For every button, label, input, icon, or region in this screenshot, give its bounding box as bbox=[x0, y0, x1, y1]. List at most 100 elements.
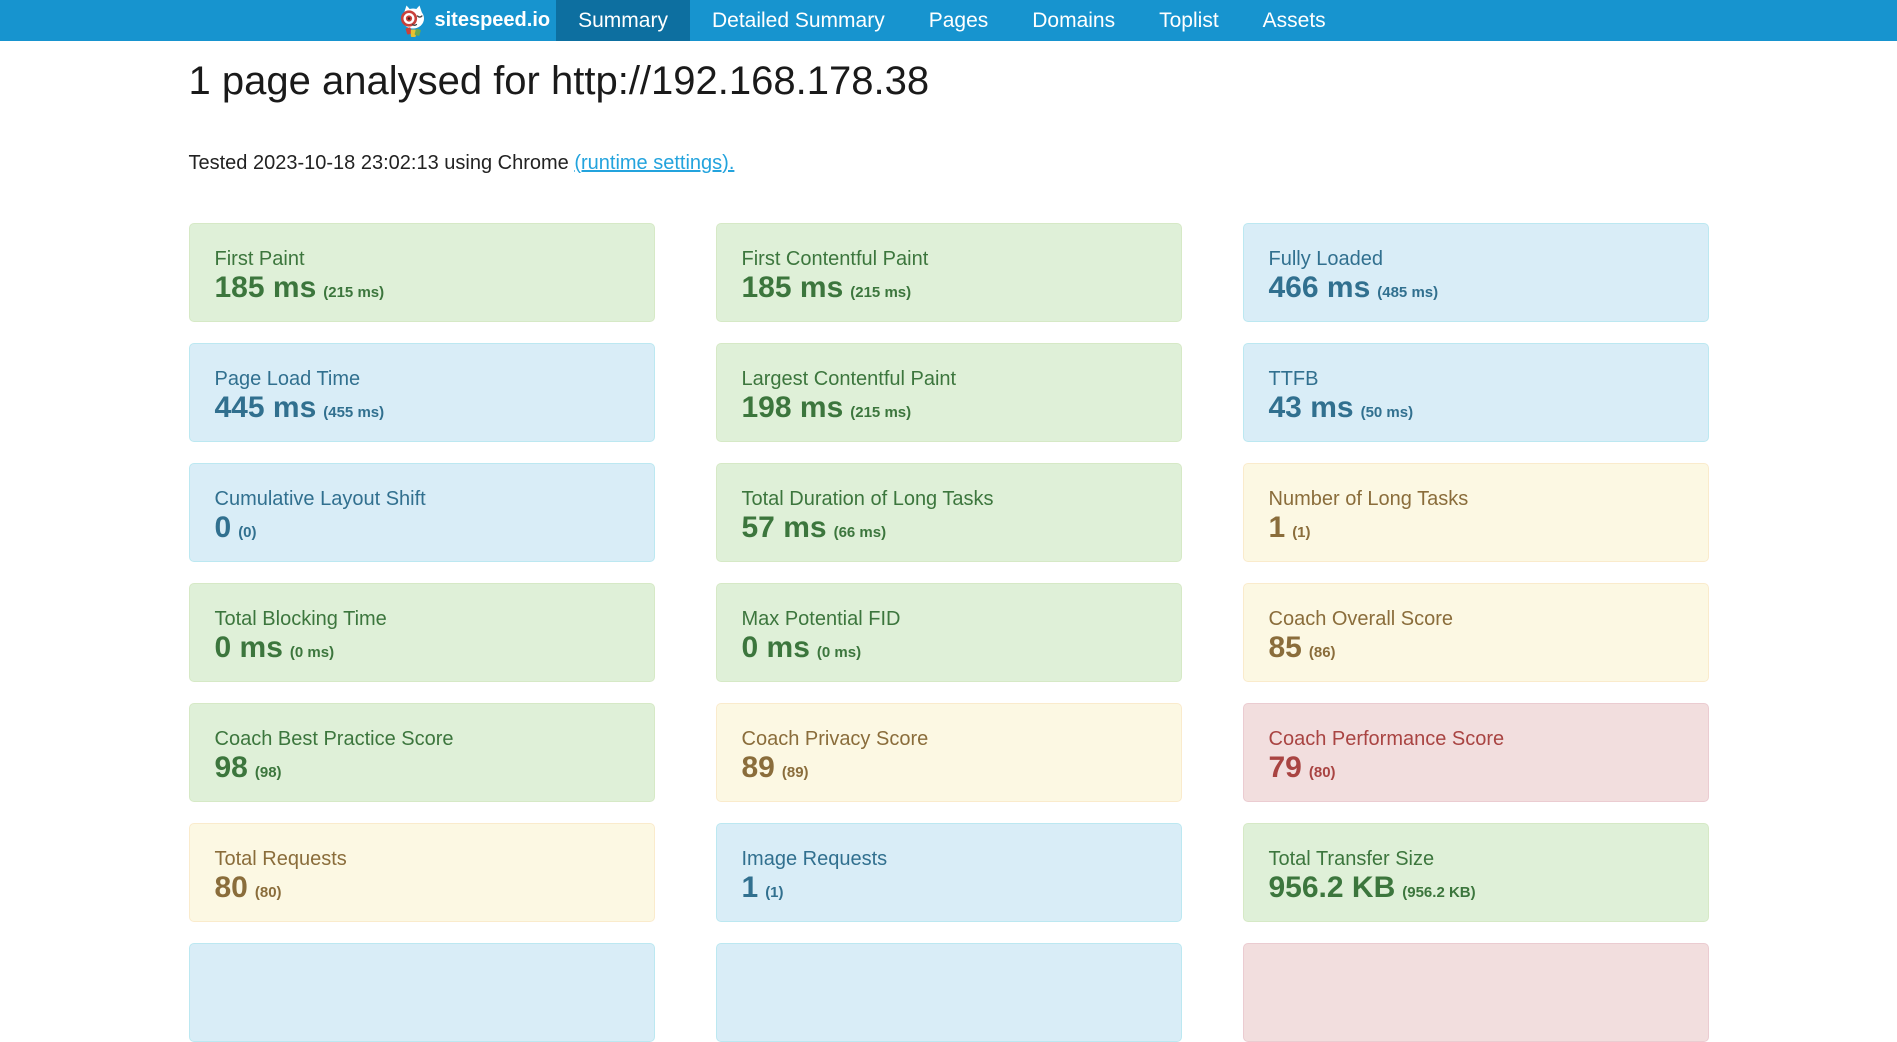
metric-value-line: 1 (1) bbox=[1269, 511, 1311, 544]
metric-value: 43 ms bbox=[1268, 391, 1354, 424]
metric-card[interactable] bbox=[188, 943, 655, 1042]
metric-card-total-duration-of-long-tasks[interactable]: Total Duration of Long Tasks 57 ms (66 ms… bbox=[715, 463, 1182, 562]
metric-value-line: 198 ms (215 ms) bbox=[742, 391, 912, 424]
metric-label: Page Load Time bbox=[214, 368, 361, 390]
metric-value: 185 ms bbox=[214, 271, 317, 304]
metric-value-line: 43 ms (50 ms) bbox=[1269, 391, 1414, 424]
metric-subvalue: (1) bbox=[765, 884, 784, 901]
metric-label: Image Requests bbox=[741, 848, 888, 870]
metric-value-line: 98 (98) bbox=[215, 751, 282, 784]
metric-value: 89 bbox=[741, 751, 775, 784]
metric-label: First Contentful Paint bbox=[741, 248, 929, 270]
metric-label: Total Blocking Time bbox=[214, 608, 387, 630]
metric-card-coach-overall-score[interactable]: Coach Overall Score 85 (86) bbox=[1242, 583, 1709, 682]
metric-label: Coach Performance Score bbox=[1268, 728, 1505, 750]
tested-info: Tested 2023-10-18 23:02:13 using Chrome … bbox=[189, 152, 1709, 175]
metric-value: 79 bbox=[1268, 751, 1302, 784]
metric-label: Coach Privacy Score bbox=[741, 728, 929, 750]
metric-value-line: 79 (80) bbox=[1269, 751, 1336, 784]
metric-card-total-requests[interactable]: Total Requests 80 (80) bbox=[188, 823, 655, 922]
metric-subvalue: (80) bbox=[254, 884, 282, 901]
metric-value: 1 bbox=[741, 871, 759, 904]
metric-value-line: 185 ms (215 ms) bbox=[742, 271, 912, 304]
brand-text: sitespeed.io bbox=[434, 9, 551, 31]
metric-value: 956.2 KB bbox=[1268, 871, 1396, 904]
metric-card-largest-contentful-paint[interactable]: Largest Contentful Paint 198 ms (215 ms) bbox=[715, 343, 1182, 442]
main-content: 1 page analysed for http://192.168.178.3… bbox=[188, 59, 1709, 1042]
metric-label: Total Duration of Long Tasks bbox=[741, 488, 994, 510]
metric-card-total-blocking-time[interactable]: Total Blocking Time 0 ms (0 ms) bbox=[188, 583, 655, 682]
metric-card-coach-performance-score[interactable]: Coach Performance Score 79 (80) bbox=[1242, 703, 1709, 802]
metric-card-first-contentful-paint[interactable]: First Contentful Paint 185 ms (215 ms) bbox=[715, 223, 1182, 322]
metric-value-line: 0 (0) bbox=[215, 511, 257, 544]
metric-card-cumulative-layout-shift[interactable]: Cumulative Layout Shift 0 (0) bbox=[188, 463, 655, 562]
metric-card-ttfb[interactable]: TTFB 43 ms (50 ms) bbox=[1242, 343, 1709, 442]
metric-label: Fully Loaded bbox=[1268, 248, 1384, 270]
metric-value: 85 bbox=[1268, 631, 1302, 664]
metric-subvalue: (215 ms) bbox=[850, 284, 912, 301]
metric-value: 0 bbox=[214, 511, 232, 544]
metric-card[interactable] bbox=[1242, 943, 1709, 1042]
nav-tab-toplist[interactable]: Toplist bbox=[1159, 9, 1219, 32]
metrics-grid: First Paint 185 ms (215 ms) First Content… bbox=[188, 223, 1709, 1042]
metric-card-number-of-long-tasks[interactable]: Number of Long Tasks 1 (1) bbox=[1242, 463, 1709, 562]
metric-value: 0 ms bbox=[214, 631, 283, 664]
metric-value-line: 1 (1) bbox=[742, 871, 784, 904]
metric-value-line: 185 ms (215 ms) bbox=[215, 271, 385, 304]
metric-value: 445 ms bbox=[214, 391, 317, 424]
metric-value: 466 ms bbox=[1268, 271, 1371, 304]
tested-text: Tested 2023-10-18 23:02:13 using Chrome bbox=[188, 152, 569, 174]
metric-subvalue: (89) bbox=[781, 764, 809, 781]
metric-value-line: 956.2 KB (956.2 KB) bbox=[1269, 871, 1476, 904]
metric-value: 1 bbox=[1268, 511, 1286, 544]
nav-tabs: Summary Detailed Summary Pages Domains Topli… bbox=[556, 0, 1348, 41]
metric-value: 98 bbox=[214, 751, 248, 784]
metric-value: 198 ms bbox=[741, 391, 844, 424]
nav-tab-summary[interactable]: Summary bbox=[556, 0, 690, 41]
metric-value-line bbox=[1269, 981, 1276, 998]
metric-subvalue: (0 ms) bbox=[816, 644, 862, 661]
metric-value-line: 89 (89) bbox=[742, 751, 809, 784]
metric-card-fully-loaded[interactable]: Fully Loaded 466 ms (485 ms) bbox=[1242, 223, 1709, 322]
metric-card-image-requests[interactable]: Image Requests 1 (1) bbox=[715, 823, 1182, 922]
metric-value-line bbox=[742, 981, 749, 998]
metric-subvalue: (80) bbox=[1308, 764, 1336, 781]
metric-card-coach-best-practice-score[interactable]: Coach Best Practice Score 98 (98) bbox=[188, 703, 655, 802]
brand-link[interactable]: sitespeed.io bbox=[398, 0, 557, 41]
metric-label: Cumulative Layout Shift bbox=[214, 488, 426, 510]
metric-value-line: 445 ms (455 ms) bbox=[215, 391, 385, 424]
navbar-container: sitespeed.io Summary Detailed Summary Page… bbox=[189, 0, 1709, 41]
metric-card-max-potential-fid[interactable]: Max Potential FID 0 ms (0 ms) bbox=[715, 583, 1182, 682]
metric-subvalue: (215 ms) bbox=[323, 284, 385, 301]
metric-subvalue: (1) bbox=[1292, 524, 1311, 541]
runtime-settings-link[interactable]: (runtime settings). bbox=[574, 152, 735, 174]
metric-value-line: 466 ms (485 ms) bbox=[1269, 271, 1439, 304]
top-navbar: sitespeed.io Summary Detailed Summary Page… bbox=[0, 0, 1897, 41]
metric-value: 185 ms bbox=[741, 271, 844, 304]
metric-subvalue: (98) bbox=[254, 764, 282, 781]
nav-tab-pages[interactable]: Pages bbox=[928, 9, 989, 32]
metric-card-page-load-time[interactable]: Page Load Time 445 ms (455 ms) bbox=[188, 343, 655, 442]
metric-card-first-paint[interactable]: First Paint 185 ms (215 ms) bbox=[188, 223, 655, 322]
metric-card-total-transfer-size[interactable]: Total Transfer Size 956.2 KB (956.2 KB) bbox=[1242, 823, 1709, 922]
metric-label: Number of Long Tasks bbox=[1268, 488, 1469, 510]
nav-tab-domains[interactable]: Domains bbox=[1032, 9, 1116, 32]
metric-subvalue: (66 ms) bbox=[833, 524, 887, 541]
metric-card-coach-privacy-score[interactable]: Coach Privacy Score 89 (89) bbox=[715, 703, 1182, 802]
nav-tab-assets[interactable]: Assets bbox=[1262, 9, 1326, 32]
metric-card[interactable] bbox=[715, 943, 1182, 1042]
metric-value-line: 85 (86) bbox=[1269, 631, 1336, 664]
metric-label: First Paint bbox=[214, 248, 305, 270]
metric-value-line: 57 ms (66 ms) bbox=[742, 511, 887, 544]
metric-label: Max Potential FID bbox=[741, 608, 901, 630]
metric-subvalue: (956.2 KB) bbox=[1402, 884, 1476, 901]
metric-label: Total Transfer Size bbox=[1268, 848, 1435, 870]
metric-value: 57 ms bbox=[741, 511, 827, 544]
metric-label: Total Requests bbox=[214, 848, 347, 870]
metric-label: TTFB bbox=[1268, 368, 1319, 390]
metric-label: Coach Overall Score bbox=[1268, 608, 1454, 630]
metric-subvalue: (50 ms) bbox=[1360, 404, 1414, 421]
metric-value-line: 0 ms (0 ms) bbox=[215, 631, 335, 664]
metric-subvalue: (455 ms) bbox=[323, 404, 385, 421]
nav-tab-detailed-summary[interactable]: Detailed Summary bbox=[711, 9, 885, 32]
